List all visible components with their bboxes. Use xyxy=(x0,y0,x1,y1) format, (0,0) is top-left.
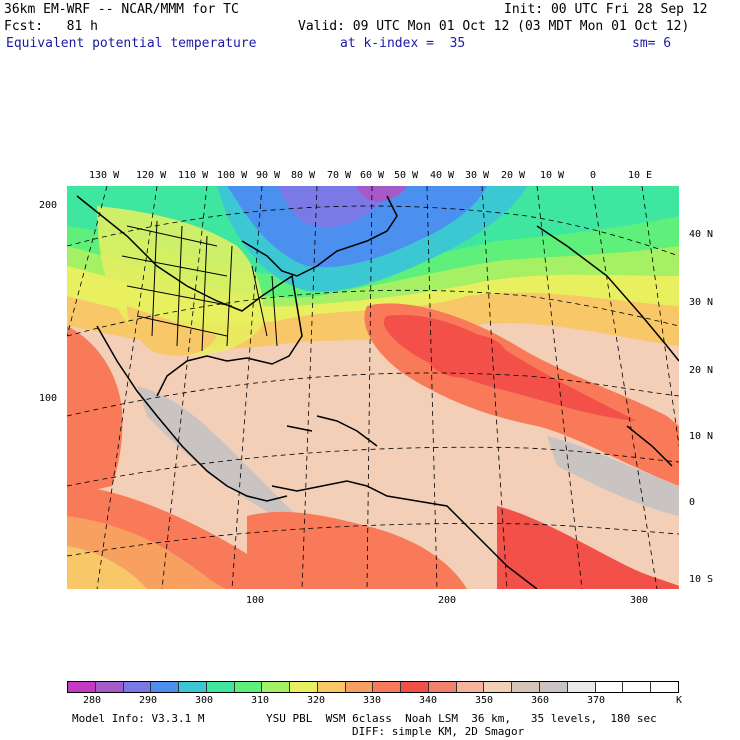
colorbar-label: 280 xyxy=(83,695,102,706)
colorbar-swatch xyxy=(345,682,374,692)
lon-label: 130 W xyxy=(89,170,120,181)
latlon-grid xyxy=(67,186,679,589)
colorbar-swatch xyxy=(290,682,318,692)
lon-label: 60 W xyxy=(360,170,385,181)
colorbar-swatch xyxy=(234,682,263,692)
colorbar-label: 290 xyxy=(139,695,158,706)
lat-label: 30 N xyxy=(689,297,714,308)
colorbar-swatch xyxy=(540,682,568,692)
k-index: at k-index = 35 xyxy=(340,36,466,51)
lon-label: 110 W xyxy=(178,170,209,181)
lon-label: 100 W xyxy=(217,170,248,181)
map-canvas xyxy=(67,186,679,589)
colorbar-swatch xyxy=(428,682,457,692)
valid-time: Valid: 09 UTC Mon 01 Oct 12 (03 MDT Mon … xyxy=(298,19,690,34)
colorbar-label: 370 xyxy=(587,695,606,706)
grid-x-label: 100 xyxy=(246,595,265,606)
theta-e-map xyxy=(67,186,679,589)
colorbar-swatch xyxy=(484,682,513,692)
colorbar-swatch xyxy=(206,682,235,692)
model-title: 36km EM-WRF -- NCAR/MMM for TC xyxy=(4,2,239,17)
grid-y-label: 200 xyxy=(39,200,58,211)
state-borders xyxy=(121,220,278,352)
colorbar-swatch xyxy=(567,682,596,692)
colorbar-swatch xyxy=(317,682,346,692)
lon-label: 90 W xyxy=(256,170,281,181)
colorbar-swatch xyxy=(179,682,207,692)
grid-x-label: 300 xyxy=(630,595,649,606)
lon-label: 40 W xyxy=(430,170,455,181)
colorbar xyxy=(67,681,679,693)
colorbar-label: 330 xyxy=(363,695,382,706)
colorbar-swatch xyxy=(68,682,96,692)
colorbar-swatch xyxy=(262,682,291,692)
lon-label: 120 W xyxy=(136,170,167,181)
coastlines xyxy=(76,195,679,589)
colorbar-label: 320 xyxy=(307,695,326,706)
forecast-hour: Fcst: 81 h xyxy=(4,19,98,34)
colorbar-swatch xyxy=(151,682,180,692)
colorbar-swatch xyxy=(456,682,485,692)
physics-info: YSU PBL WSM 6class Noah LSM 36 km, 35 le… xyxy=(266,712,657,725)
lon-label: 50 W xyxy=(394,170,419,181)
colorbar-label: 300 xyxy=(195,695,214,706)
diffusion-info: DIFF: simple KM, 2D Smagor xyxy=(352,725,525,738)
colorbar-swatch xyxy=(595,682,624,692)
lat-label: 0 xyxy=(689,497,696,508)
lat-label: 40 N xyxy=(689,229,714,240)
lat-label: 10 S xyxy=(689,574,714,585)
lon-label: 80 W xyxy=(291,170,316,181)
grid-y-label: 100 xyxy=(39,393,58,404)
colorbar-swatch xyxy=(401,682,429,692)
lat-label: 20 N xyxy=(689,365,714,376)
grid-x-label: 200 xyxy=(438,595,457,606)
colorbar-label: 310 xyxy=(251,695,270,706)
lon-label: 10 E xyxy=(628,170,653,181)
colorbar-swatch xyxy=(651,682,678,692)
colorbar-label: 340 xyxy=(419,695,438,706)
colorbar-swatch xyxy=(123,682,152,692)
lon-label: 0 xyxy=(590,170,597,181)
colorbar-swatch xyxy=(95,682,124,692)
colorbar-swatch xyxy=(373,682,402,692)
lon-label: 70 W xyxy=(327,170,352,181)
colorbar-swatch xyxy=(623,682,652,692)
lon-label: 30 W xyxy=(465,170,490,181)
colorbar-unit: K xyxy=(676,695,683,706)
field-name: Equivalent potential temperature xyxy=(6,36,257,51)
colorbar-swatch xyxy=(512,682,541,692)
lon-label: 20 W xyxy=(501,170,526,181)
init-time: Init: 00 UTC Fri 28 Sep 12 xyxy=(504,2,708,17)
model-info: Model Info: V3.3.1 M xyxy=(72,712,205,725)
colorbar-label: 360 xyxy=(531,695,550,706)
smoothing: sm= 6 xyxy=(632,36,672,51)
lat-label: 10 N xyxy=(689,431,714,442)
colorbar-label: 350 xyxy=(475,695,494,706)
lon-label: 10 W xyxy=(540,170,565,181)
